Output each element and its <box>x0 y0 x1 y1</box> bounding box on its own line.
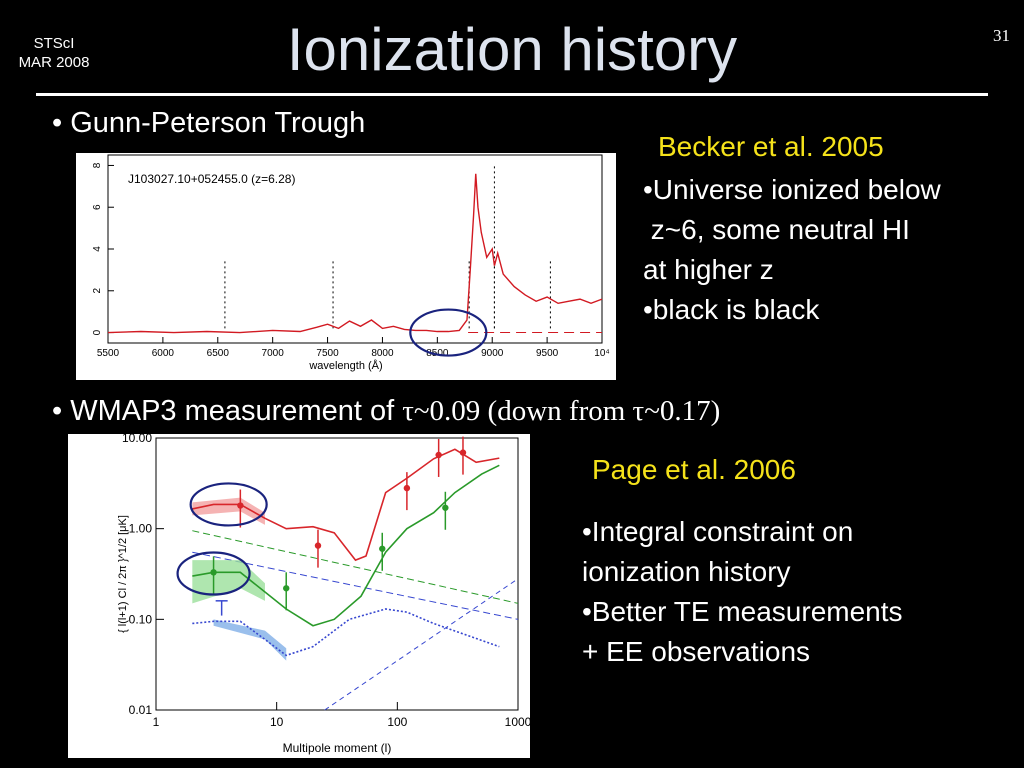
wmap-ytick-label: 10.00 <box>122 434 152 445</box>
wmap-ylabel: { l(l+1) Cl / 2π }^1/2 [μK] <box>117 515 129 633</box>
tt-highlight-circle <box>189 482 268 527</box>
section1-line: •Universe ionized below <box>643 174 941 205</box>
wmap-ytick-label: 0.10 <box>129 612 153 626</box>
wmap-xtick-label: 100 <box>387 715 407 729</box>
te-highlight-circle <box>176 551 251 596</box>
wmap-frame <box>155 437 519 711</box>
bullet-wmap3: • WMAP3 measurement of τ~0.09 (down from… <box>52 394 720 428</box>
wmap-xlabel: Multipole moment (l) <box>283 741 392 755</box>
spectrum-ytick-label: 8 <box>92 162 103 168</box>
section2-line: + EE observations <box>582 636 811 667</box>
wmap-te-foreground <box>192 530 519 604</box>
spectrum-annotation: J103027.10+052455.0 (z=6.28) <box>128 172 295 186</box>
section1-line: at higher z <box>643 254 774 285</box>
section1-line: •black is black <box>643 294 820 325</box>
section2-line: •Better TE measurements <box>582 596 903 627</box>
wmap-data-point <box>435 451 442 459</box>
wmap-xtick-label: 1 <box>153 715 160 729</box>
title-rule <box>36 93 988 96</box>
section2-line: ionization history <box>582 556 791 587</box>
spectrum-xtick-label: 7000 <box>262 348 285 359</box>
spectrum-xtick-label: 6000 <box>152 348 175 359</box>
bullet-wmap3-text: • WMAP3 measurement of <box>52 395 403 427</box>
wmap-xtick-label: 10 <box>270 715 284 729</box>
wmap-data-point <box>283 585 290 592</box>
wmap-series-te <box>192 464 500 627</box>
wmap-ytick-label: 0.01 <box>129 703 153 717</box>
wmap-series-ee <box>192 608 500 657</box>
section1-text: •Universe ionized below z~6, some neutra… <box>643 170 941 330</box>
wmap-data-point <box>237 502 244 509</box>
wmap-chart: Multipole moment (l) { l(l+1) Cl / 2π }^… <box>68 431 532 758</box>
wmap-svg: Multipole moment (l) { l(l+1) Cl / 2π }^… <box>117 431 532 755</box>
spectrum-xtick-label: 10⁴ <box>594 348 609 359</box>
trough-highlight-circle <box>409 308 488 357</box>
tag-line-2: MAR 2008 <box>18 54 90 71</box>
wmap-data-point <box>314 542 322 549</box>
wmap-data-point <box>210 569 217 576</box>
spectrum-xtick-label: 5500 <box>97 348 120 359</box>
tag-line-1: STScI <box>33 35 75 52</box>
slide-title: Ionization history <box>286 16 738 83</box>
wmap-series-tt <box>192 448 500 562</box>
spectrum-series <box>107 173 603 334</box>
header-tag: STScI MAR 2008 <box>6 34 102 72</box>
spectrum-svg: J103027.10+052455.0 (z=6.28) wavelength … <box>92 154 610 372</box>
spectrum-xtick-label: 9000 <box>481 348 504 359</box>
spectrum-ytick-label: 2 <box>92 288 103 294</box>
wmap-ee-band <box>213 619 287 661</box>
spectrum-xtick-label: 9500 <box>536 348 559 359</box>
wmap-data-point <box>403 484 411 492</box>
spectrum-xtick-label: 7500 <box>316 348 339 359</box>
spectrum-ytick-label: 4 <box>92 246 103 252</box>
wmap-data-point <box>459 449 467 456</box>
wmap-bb-line <box>324 578 519 711</box>
spectrum-xtick-label: 8500 <box>426 348 449 359</box>
citation-becker: Becker et al. 2005 <box>658 131 884 162</box>
spectrum-xtick-label: 8000 <box>371 348 394 359</box>
section2-line: •Integral constraint on <box>582 516 854 547</box>
section2-text: •Integral constraint on ionization histo… <box>582 512 903 672</box>
spectrum-xlabel: wavelength (Å) <box>308 359 382 372</box>
spectrum-ytick-label: 6 <box>92 204 103 210</box>
wmap-te-band <box>192 560 265 604</box>
bullet-gunn-peterson: • Gunn-Peterson Trough <box>52 107 366 139</box>
wmap-data-point <box>442 504 449 511</box>
wmap-data-point <box>379 545 386 552</box>
spectrum-xtick-label: 6500 <box>207 348 230 359</box>
wmap-xtick-label: 1000 <box>505 715 530 729</box>
section1-line: z~6, some neutral HI <box>643 214 910 245</box>
slide-number: 31 <box>993 26 1010 45</box>
spectrum-ytick-label: 0 <box>92 329 103 335</box>
bullet-wmap3-tau: τ~0.09 (down from τ~0.17) <box>402 395 721 427</box>
citation-page: Page et al. 2006 <box>592 454 796 485</box>
wmap-ytick-label: 1.00 <box>129 522 153 536</box>
spectrum-chart: J103027.10+052455.0 (z=6.28) wavelength … <box>76 153 616 380</box>
